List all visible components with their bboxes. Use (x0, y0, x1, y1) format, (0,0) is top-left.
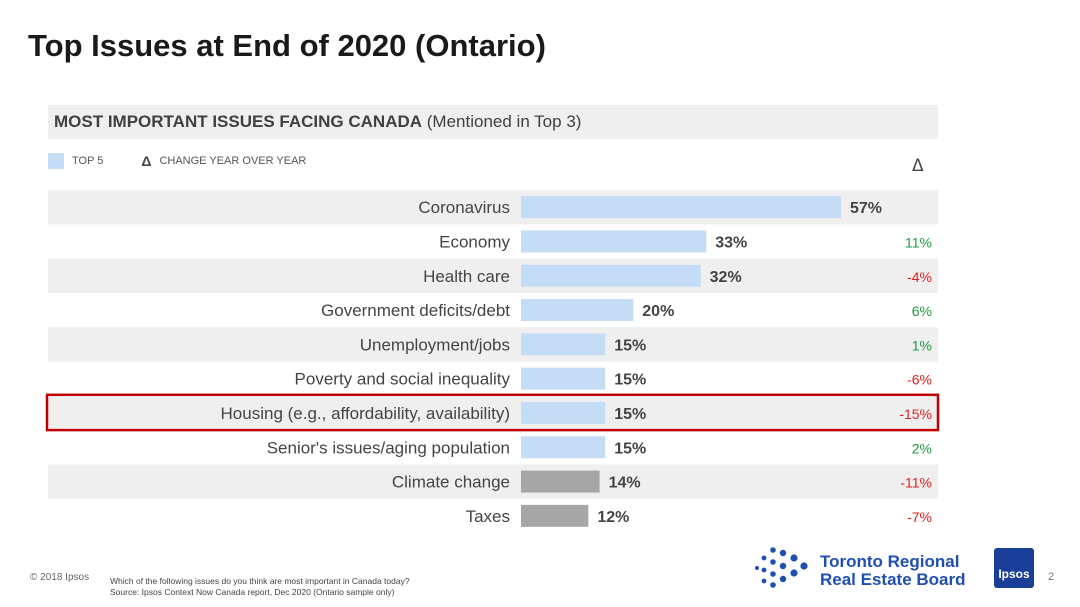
legend-top5-swatch (48, 153, 64, 169)
value-label: 20% (642, 303, 674, 320)
legend-delta-label: CHANGE YEAR OVER YEAR (159, 155, 307, 167)
category-label: Unemployment/jobs (360, 335, 510, 354)
bar (521, 367, 606, 390)
bar (521, 299, 634, 322)
category-label: Climate change (392, 473, 510, 492)
bar (521, 470, 600, 493)
legend-top5-label: TOP 5 (72, 155, 104, 167)
bar (521, 196, 841, 219)
chart-header-bold: MOST IMPORTANT ISSUES FACING CANADA (54, 112, 423, 131)
category-label: Government deficits/debt (321, 301, 510, 320)
delta-column-icon: Δ (912, 156, 924, 176)
row-stripe (48, 395, 938, 431)
slide-title: Top Issues at End of 2020 (Ontario) (28, 28, 546, 63)
value-label: 57% (850, 200, 882, 217)
category-label: Coronavirus (418, 198, 510, 217)
footer-copyright: © 2018 Ipsos (30, 572, 90, 583)
trreb-line2: Real Estate Board (820, 570, 966, 589)
value-label: 15% (614, 440, 646, 457)
bar (521, 230, 707, 253)
change-label: 11% (905, 234, 932, 250)
category-label: Taxes (466, 507, 510, 526)
value-label: 33% (715, 234, 747, 251)
bar (521, 333, 606, 356)
row-stripe (48, 464, 938, 499)
footer-question: Which of the following issues do you thi… (110, 576, 410, 586)
footer-note: Which of the following issues do you thi… (110, 576, 410, 598)
change-label: -11% (900, 475, 932, 491)
change-label: -15% (899, 406, 932, 422)
chart-header: MOST IMPORTANT ISSUES FACING CANADA (Men… (48, 105, 938, 139)
category-label: Housing (e.g., affordability, availabili… (221, 404, 510, 423)
bar (521, 436, 606, 459)
trreb-line1: Toronto Regional (820, 552, 960, 571)
page-number: 2 (1048, 571, 1055, 583)
change-label: -7% (907, 509, 932, 525)
bar (521, 264, 701, 287)
value-label: 12% (597, 509, 629, 526)
trreb-dots-logo-icon (755, 547, 808, 588)
category-label: Health care (423, 267, 510, 286)
chart-header-normal: (Mentioned in Top 3) (426, 112, 582, 131)
highlight-box (45, 393, 940, 432)
change-label: 1% (912, 337, 932, 353)
footer-source: Source: Ipsos Context Now Canada report,… (110, 587, 395, 597)
change-label: 6% (912, 303, 932, 319)
change-label: -4% (907, 269, 932, 285)
value-label: 14% (609, 475, 641, 492)
value-label: 32% (710, 269, 742, 286)
ipsos-logo: Ipsos (994, 548, 1034, 588)
bar (521, 504, 589, 527)
change-label: -6% (907, 372, 932, 388)
row-stripe (48, 327, 938, 362)
bar (521, 401, 606, 424)
value-label: 15% (614, 337, 646, 354)
category-label: Poverty and social inequality (295, 370, 511, 389)
trreb-logo-text: Toronto Regional Real Estate Board (820, 553, 966, 589)
category-label: Economy (439, 232, 510, 251)
legend-delta-icon: Δ (141, 153, 152, 169)
category-label: Senior's issues/aging population (267, 438, 510, 457)
row-stripe (48, 258, 938, 293)
change-label: 2% (912, 440, 932, 456)
value-label: 15% (614, 372, 646, 389)
value-label: 15% (614, 406, 646, 423)
legend: TOP 5 Δ CHANGE YEAR OVER YEAR (48, 152, 306, 170)
